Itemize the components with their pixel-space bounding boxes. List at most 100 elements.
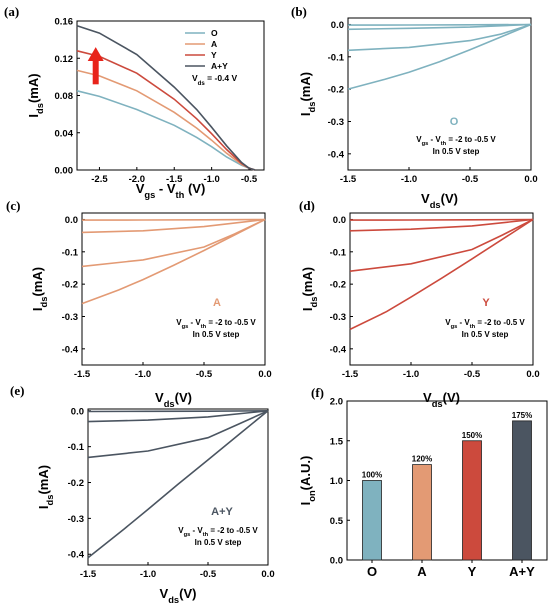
y-tick-label: 0.0	[65, 215, 78, 226]
chart-e-svg: -1.5 -1.0 -0.5 0.0 0.0 -0.1 -0.2 -0.3 -0.4 Ids(mA…	[36, 406, 275, 605]
panel-label: (e)	[10, 383, 25, 398]
x-axis-title: Vgs - Vth (V)	[136, 181, 206, 200]
legend-label: Y	[211, 50, 217, 60]
bar-Y	[462, 440, 482, 561]
iv-curve-3	[81, 218, 266, 268]
y-tick-label: 0.5	[330, 516, 344, 527]
plot-frame	[76, 20, 265, 171]
x-tick-label: -0.5	[462, 174, 479, 185]
panel-c: (c) -1.5 -1.0 -0.5 0.0 0.0 -0.1 -0.2 -0.3 -0.4 Id…	[0, 195, 275, 410]
x-tick-label: -1.0	[203, 174, 219, 185]
panel-label: (d)	[299, 198, 315, 213]
x-tick-label: -0.5	[200, 569, 217, 580]
iv-curve-3	[87, 410, 269, 459]
y-tick-label: -0.3	[68, 514, 84, 525]
iv-curve-4	[81, 218, 266, 305]
y-tick-label: -0.4	[328, 149, 345, 160]
chart-f-svg: 0.0 0.5 1.0 1.5 2.0 Ion(A.U.) 100% O 120% A 150% Y 1…	[298, 397, 548, 579]
y-tick-label: -0.2	[330, 280, 346, 291]
y-tick-label: 1.0	[330, 476, 343, 487]
annotation-step: In 0.5 V step	[195, 538, 242, 547]
y-tick-label: 0.0	[330, 556, 343, 567]
iv-curve-3	[349, 218, 534, 272]
y-tick-label: -0.3	[328, 117, 344, 128]
plot-frame	[347, 17, 532, 171]
panel-label: (a)	[4, 4, 20, 19]
y-tick-label: 0.0	[331, 20, 344, 31]
panel-a: (a) -2.5 -2.0 -1.5 -1.0 -0.5 0.00 0.04 0.08 0.12…	[0, 0, 275, 200]
legend-label: O	[211, 28, 218, 38]
chart-c-svg: -1.5 -1.0 -0.5 0.0 0.0 -0.1 -0.2 -0.3 -0.4 Ids(mA…	[30, 212, 272, 409]
iv-curve-1	[347, 23, 532, 26]
x-tick-label: 0.0	[526, 369, 539, 380]
y-tick-label: 0.00	[55, 166, 74, 177]
x-tick-label: -1.0	[135, 369, 151, 380]
bar-data-label: 100%	[362, 471, 382, 480]
y-axis-title: Ion(A.U.)	[298, 456, 317, 506]
iv-curve-2	[349, 218, 534, 232]
iv-curve-2	[87, 410, 269, 423]
x-category-label: A+Y	[509, 564, 535, 579]
y-tick-label: -0.2	[68, 478, 84, 489]
x-axis-title: Vds(V)	[160, 586, 197, 605]
chart-b-svg: -1.5 -1.0 -0.5 0.0 0.0 -0.1 -0.2 -0.3 -0.4 Ids(mA…	[298, 17, 538, 210]
annotation-vgs-range: Vgs - Vth = -2 to -0.5 V	[416, 135, 496, 147]
sample-name-label: A	[213, 297, 221, 309]
x-tick-label: -0.5	[464, 369, 481, 380]
panel-f: (f) 0.0 0.5 1.0 1.5 2.0 Ion(A.U.) 100% O 120% A 15…	[275, 380, 550, 606]
y-tick-label: -0.2	[328, 85, 344, 96]
annotation-vgs-range: Vgs - Vth = -2 to -0.5 V	[178, 526, 258, 538]
x-axis-title: Vds(V)	[155, 390, 192, 409]
x-tick-label: 0.0	[261, 569, 274, 580]
series-line-O	[76, 90, 256, 171]
plot-frame	[81, 212, 266, 366]
annotation-vds: Vds = -0.4 V	[192, 73, 238, 87]
x-tick-label: -1.5	[342, 369, 359, 380]
y-axis-title: Ids(mA)	[36, 465, 55, 509]
iv-curve-4	[87, 410, 269, 559]
iv-curve-4	[349, 218, 534, 331]
sample-name-label: O	[450, 116, 459, 128]
x-tick-label: -0.5	[196, 369, 213, 380]
y-tick-label: -0.2	[62, 280, 78, 291]
iv-curve-4	[347, 23, 532, 90]
y-tick-label: 0.16	[55, 17, 74, 28]
plot-frame	[87, 408, 269, 566]
y-tick-label: -0.1	[68, 442, 85, 453]
x-tick-label: -1.5	[74, 369, 91, 380]
chart-a-svg: -2.5 -2.0 -1.5 -1.0 -0.5 0.00 0.04 0.08 0.12 0.16…	[26, 17, 265, 200]
annotation-vgs-range: Vgs - Vth = -2 to -0.5 V	[445, 318, 525, 330]
panel-b: (b) -1.5 -1.0 -0.5 0.0 0.0 -0.1 -0.2 -0.3 -0.4 Id…	[275, 0, 550, 210]
iv-curve-2	[81, 218, 266, 234]
annotation-step: In 0.5 V step	[462, 330, 509, 339]
series-line-A	[76, 69, 256, 171]
y-tick-label: 0.12	[55, 54, 74, 65]
y-tick-label: -0.1	[62, 247, 79, 258]
y-tick-label: 0.04	[55, 128, 74, 139]
increase-arrow-shaft	[92, 60, 99, 85]
y-axis-title: Ids(mA)	[30, 267, 49, 311]
series-line-A-Y	[76, 24, 256, 171]
chart-d-svg: -1.5 -1.0 -0.5 0.0 0.0 -0.1 -0.2 -0.3 -0.4 Ids(mA…	[300, 212, 540, 409]
bar-data-label: 150%	[462, 431, 482, 440]
iv-curve-3	[347, 23, 532, 52]
y-tick-label: -0.4	[68, 550, 85, 561]
y-tick-label: -0.4	[62, 344, 79, 355]
y-tick-label: 1.5	[330, 436, 344, 447]
x-tick-label: 0.0	[258, 369, 271, 380]
iv-curve-1	[349, 218, 534, 221]
y-tick-label: 2.0	[330, 397, 343, 408]
x-tick-label: -2.5	[91, 174, 108, 185]
y-tick-label: -0.3	[62, 312, 78, 323]
x-category-label: O	[367, 564, 377, 579]
panel-label: (c)	[6, 198, 21, 213]
legend-label: A	[211, 39, 217, 49]
y-tick-label: -0.4	[330, 344, 347, 355]
y-tick-label: 0.0	[71, 406, 84, 417]
bar-A-Y	[512, 420, 532, 561]
x-tick-label: -1.5	[166, 174, 183, 185]
x-tick-label: -1.0	[140, 569, 156, 580]
x-tick-label: -1.0	[403, 369, 419, 380]
legend-label: A+Y	[211, 61, 228, 71]
iv-curve-2	[347, 23, 532, 31]
